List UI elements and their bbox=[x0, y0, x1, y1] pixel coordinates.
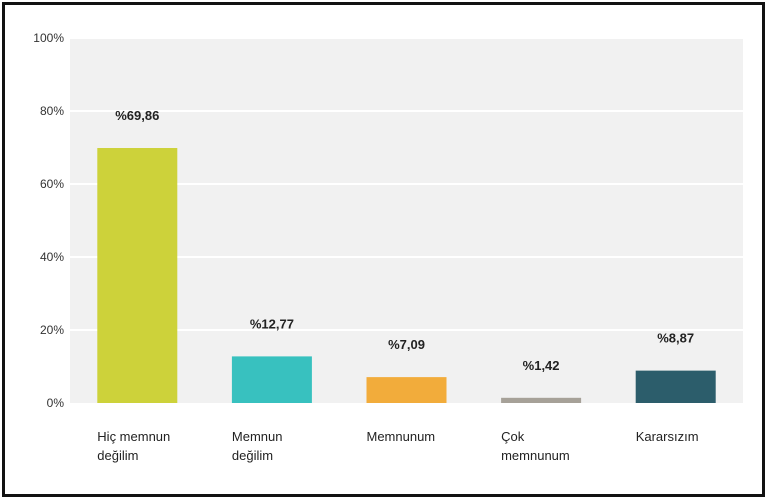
x-tick-label: Hiç memnun bbox=[97, 429, 170, 444]
x-tick-label: değilim bbox=[232, 448, 273, 463]
bars bbox=[97, 148, 716, 403]
x-tick-label: değilim bbox=[97, 448, 138, 463]
x-tick-label: Memnunum bbox=[367, 429, 436, 444]
data-label: %69,86 bbox=[115, 108, 159, 123]
x-tick-label: Memnun bbox=[232, 429, 283, 444]
data-label: %8,87 bbox=[657, 331, 694, 346]
y-tick-label: 40% bbox=[40, 250, 64, 264]
bar bbox=[635, 370, 716, 403]
y-axis-ticks: 0% 20% 40% 60% 80% 100% bbox=[33, 31, 64, 410]
bar bbox=[366, 377, 447, 403]
gridlines bbox=[70, 37, 743, 331]
bar bbox=[231, 356, 312, 403]
y-tick-label: 80% bbox=[40, 104, 64, 118]
y-tick-label: 0% bbox=[47, 396, 65, 410]
data-label: %7,09 bbox=[388, 337, 425, 352]
x-tick-label: Çok bbox=[501, 429, 525, 444]
y-tick-label: 100% bbox=[33, 31, 64, 45]
y-tick-label: 20% bbox=[40, 323, 64, 337]
bar bbox=[501, 397, 582, 403]
x-axis-labels: Hiç memnun değilim Memnun değilim Memnunum Ço… bbox=[97, 429, 698, 463]
y-tick-label: 60% bbox=[40, 177, 64, 191]
data-label: %12,77 bbox=[250, 316, 294, 331]
bar bbox=[97, 148, 178, 403]
data-label: %1,42 bbox=[523, 358, 560, 373]
x-tick-label: Kararsızım bbox=[636, 429, 699, 444]
x-tick-label: memnunum bbox=[501, 448, 570, 463]
data-labels: %69,86 %12,77 %7,09 %1,42 %8,87 bbox=[115, 108, 694, 373]
plot-area bbox=[70, 38, 743, 403]
